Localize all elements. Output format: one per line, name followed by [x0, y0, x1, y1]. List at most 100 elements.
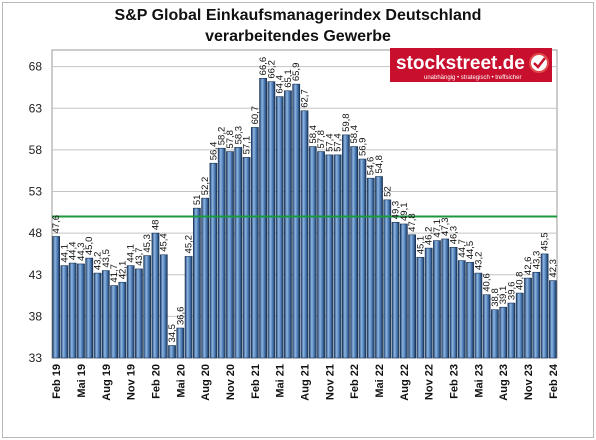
bar-Jul-22 [391, 222, 400, 359]
y-tick-label-63: 63 [29, 101, 43, 115]
value-label-Jul-20: 51 [192, 195, 203, 206]
bar-Nov-21 [325, 154, 334, 359]
bars [52, 78, 557, 359]
bar-Mai-19 [77, 263, 85, 359]
value-label-Dez-19: 43,7 [134, 247, 145, 266]
bar-Jun-22 [383, 199, 392, 359]
bar-Aug-21 [300, 110, 309, 359]
value-label-Jul-22: 49,3 [391, 201, 402, 220]
value-label-Apr-21: 66,2 [266, 60, 277, 79]
x-tick-label-Feb-21: Feb 21 [250, 364, 262, 399]
x-tick-label-Mai-23: Mai 23 [473, 364, 485, 398]
bar-Feb-24 [549, 280, 557, 359]
bar-Apr-21 [267, 81, 276, 359]
logo-check-mark [533, 57, 546, 69]
value-label-Mai-22: 54,8 [374, 155, 385, 174]
bar-Aug-20 [201, 197, 210, 359]
value-label-Feb-22: 58,4 [349, 125, 360, 144]
bar-Mai-22 [375, 176, 383, 359]
bar-Jul-19 [93, 272, 102, 359]
value-label-Jun-22: 52 [382, 186, 393, 197]
bar-Apr-23 [466, 261, 474, 359]
value-label-Dez-22: 47,1 [432, 219, 443, 238]
value-label-Feb-23: 46,3 [449, 226, 460, 245]
bar-Jun-19 [85, 257, 94, 359]
bar-Aug-22 [399, 223, 408, 359]
bar-Sep-19 [110, 285, 118, 359]
x-tick-label-Aug-21: Aug 21 [300, 364, 312, 401]
x-tick-label-Aug-20: Aug 20 [200, 364, 212, 401]
value-label-Mrz-23: 44,7 [457, 239, 468, 258]
logo-tagline: unabhängig • strategisch • treffsicher [424, 75, 521, 81]
value-label-Mrz-19: 44,1 [59, 244, 70, 263]
value-label-Jun-20: 45,2 [184, 235, 195, 254]
value-label-Okt-23: 40,8 [515, 272, 526, 291]
bar-Nov-23 [524, 277, 532, 359]
value-label-Dez-23: 43,3 [531, 251, 542, 270]
value-label-Jan-20: 45,3 [142, 234, 153, 253]
bar-Okt-19 [118, 281, 127, 359]
y-tick-label-53: 53 [29, 185, 43, 199]
bar-Aug-19 [101, 270, 110, 359]
value-label-Dez-21: 57,4 [333, 133, 344, 152]
x-tick-label-Aug-22: Aug 22 [399, 364, 411, 401]
value-label-Apr-20: 34,5 [167, 324, 178, 343]
x-tick-label-Mai-19: Mai 19 [76, 364, 88, 398]
value-label-Sep-23: 39,6 [506, 282, 517, 301]
value-label-Mrz-20: 45,4 [159, 233, 170, 252]
value-label-Dez-20: 58,3 [233, 126, 244, 145]
bar-Nov-22 [424, 247, 433, 359]
value-labels: 47,644,144,444,345,043,243,541,742,144,1… [51, 57, 559, 343]
value-label-Jun-21: 65,1 [283, 69, 294, 88]
value-label-Okt-19: 42,1 [117, 261, 128, 280]
bar-Dez-23 [532, 271, 541, 359]
bar-Mrz-22 [358, 158, 367, 359]
bar-Okt-20 [217, 147, 226, 359]
value-label-Jan-24: 45,5 [540, 232, 551, 251]
bar-Apr-22 [366, 177, 375, 359]
bar-Jan-23 [441, 238, 450, 359]
value-label-Sep-20: 56,4 [208, 142, 219, 161]
value-label-Jan-23: 47,3 [440, 217, 451, 236]
bar-Nov-20 [226, 151, 234, 359]
bar-Jun-23 [482, 294, 491, 359]
value-label-Feb-24: 42,3 [548, 259, 559, 278]
chart-title-line-2: verarbeitendes Gewerbe [205, 28, 391, 45]
logo-text: stockstreet.de [396, 53, 525, 74]
bar-Feb-21 [250, 127, 259, 359]
value-label-Aug-21: 62,7 [300, 89, 311, 108]
x-tick-label-Mai-21: Mai 21 [275, 364, 287, 398]
value-label-Jan-22: 59,8 [341, 113, 352, 132]
x-tick-label-Nov-20: Nov 20 [225, 364, 237, 400]
x-tick-label-Nov-23: Nov 23 [523, 364, 535, 400]
y-tick-label-68: 68 [29, 60, 43, 74]
y-tick-label-43: 43 [29, 268, 43, 282]
x-tick-label-Feb-23: Feb 23 [449, 364, 461, 399]
value-label-Aug-22: 49,1 [399, 202, 410, 221]
logo-background [390, 48, 552, 82]
value-label-Mrz-22: 56,9 [357, 138, 368, 157]
bar-Sep-22 [408, 234, 416, 359]
bar-Okt-21 [317, 151, 325, 359]
x-tick-label-Mai-22: Mai 22 [374, 364, 386, 398]
value-label-Nov-20: 57,8 [225, 130, 236, 149]
bar-Mai-20 [176, 327, 185, 359]
bar-Apr-20 [168, 345, 176, 359]
x-tick-label-Aug-19: Aug 19 [101, 364, 113, 401]
bar-Apr-19 [68, 262, 77, 359]
x-axis: Feb 19 Mai 19 Aug 19 Nov 19 Feb 20 Mai 20 Aug … [51, 363, 560, 401]
bar-Mrz-20 [159, 254, 168, 359]
stockstreet-logo: stockstreet.de unabhängig • strategisch … [390, 48, 552, 82]
x-tick-label-Nov-21: Nov 21 [324, 364, 336, 400]
x-tick-label-Feb-19: Feb 19 [51, 364, 63, 399]
value-label-Apr-19: 44,4 [68, 242, 79, 261]
value-label-Sep-22: 47,8 [407, 213, 418, 232]
value-label-Feb-20: 48 [150, 220, 161, 231]
bar-Dez-20 [234, 147, 243, 359]
bar-Dez-21 [333, 154, 342, 359]
bar-Mrz-21 [259, 78, 267, 359]
y-tick-label-38: 38 [29, 309, 43, 323]
value-label-Jul-23: 38,8 [490, 288, 501, 307]
value-label-Jul-19: 43,2 [93, 252, 104, 271]
